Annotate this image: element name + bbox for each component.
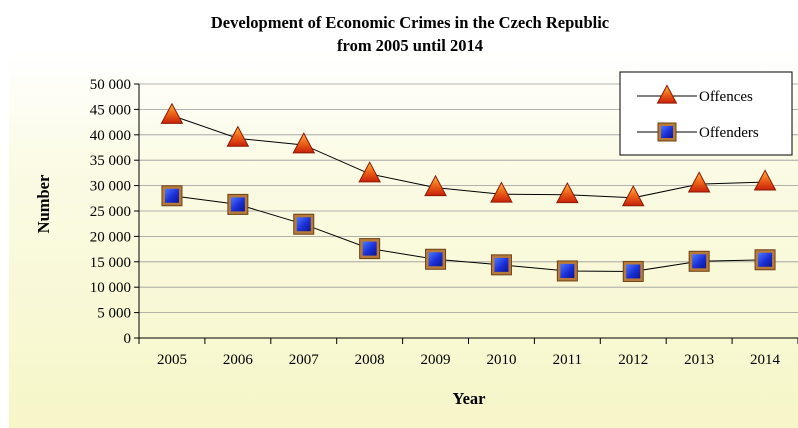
point-offenders-2011 — [556, 260, 578, 282]
y-tick-label-3: 15 000 — [90, 255, 131, 271]
y-tick-label-8: 40 000 — [90, 128, 131, 144]
point-offenders-2006 — [227, 193, 249, 215]
chart-svg: Development of Economic Crimes in the Cz… — [34, 13, 798, 408]
point-offenders-2011-fill — [560, 263, 575, 278]
y-tick-labels: 0 5 000 10 000 15 000 20 000 25 000 30 000 35 0… — [90, 77, 131, 347]
series-line-offences — [171, 115, 766, 199]
point-offenders-2009 — [425, 248, 447, 270]
x-tick-label-2013: 2013 — [684, 352, 714, 368]
x-tick-label-2007: 2007 — [289, 352, 320, 368]
point-offences-2012 — [621, 185, 645, 207]
point-offences-2007 — [292, 132, 316, 154]
point-offenders-2006-fill — [230, 197, 245, 212]
x-tick-label-2009: 2009 — [421, 352, 451, 368]
chart-area: Development of Economic Crimes in the Cz… — [9, 0, 798, 428]
legend-box — [619, 71, 793, 156]
point-offences-2006 — [226, 125, 250, 147]
legend: Offences Offenders — [619, 71, 793, 156]
y-tick-label-6: 30 000 — [90, 179, 131, 195]
series-line-offenders — [171, 195, 766, 272]
point-offences-2005 — [160, 102, 184, 124]
point-offences-2008 — [358, 161, 381, 183]
point-offenders-2014-fill — [758, 252, 773, 267]
point-offences-2010 — [490, 181, 513, 203]
x-tick-label-2008: 2008 — [355, 352, 385, 368]
point-offenders-2010-fill — [494, 257, 509, 272]
point-offenders-2008-fill — [362, 241, 377, 256]
y-tick-label-0: 0 — [124, 331, 132, 347]
point-offenders-2007 — [293, 213, 315, 235]
y-axis-title: Number — [34, 175, 53, 234]
chart-title: Development of Economic Crimes in the Cz… — [211, 13, 609, 32]
x-tick-label-2006: 2006 — [223, 352, 254, 368]
legend-label-offences: Offences — [699, 89, 753, 105]
x-tick-label-2010: 2010 — [486, 352, 516, 368]
y-tick-label-7: 35 000 — [90, 153, 131, 169]
legend-marker-offenders-fill — [661, 126, 673, 138]
y-tick-label-2: 10 000 — [90, 280, 131, 296]
y-tick-label-9: 45 000 — [90, 102, 131, 118]
point-offences-2013 — [687, 171, 711, 193]
point-offences-2009 — [424, 174, 447, 197]
point-offenders-2008 — [359, 238, 381, 260]
axes — [134, 83, 798, 344]
series-layer — [160, 102, 777, 282]
x-axis-title: Year — [453, 389, 486, 408]
x-tick-label-2014: 2014 — [750, 352, 781, 368]
y-tick-label-4: 20 000 — [90, 229, 131, 245]
point-offenders-2012 — [622, 260, 644, 282]
legend-marker-offences — [656, 84, 678, 104]
y-tick-label-10: 50 000 — [90, 77, 131, 93]
y-tick-label-1: 5 000 — [97, 306, 131, 322]
point-offenders-2007-fill — [296, 217, 311, 232]
legend-marker-offenders — [657, 122, 677, 142]
point-offenders-2013-fill — [692, 254, 707, 269]
point-offenders-2012-fill — [626, 264, 641, 279]
point-offenders-2014 — [754, 249, 776, 271]
point-offenders-2005 — [161, 185, 183, 207]
x-tick-label-2011: 2011 — [553, 352, 582, 368]
point-offenders-2009-fill — [428, 252, 443, 267]
y-tick-label-5: 25 000 — [90, 204, 131, 220]
x-tick-label-2012: 2012 — [618, 352, 648, 368]
point-offenders-2013 — [688, 250, 710, 272]
x-tick-label-2005: 2005 — [157, 352, 187, 368]
legend-label-offenders: Offenders — [699, 125, 759, 141]
chart-subtitle: from 2005 until 2014 — [337, 36, 483, 55]
point-offences-2011 — [556, 181, 579, 204]
point-offenders-2005-fill — [164, 188, 179, 203]
point-offenders-2010 — [490, 254, 512, 276]
point-offences-2014 — [753, 169, 777, 191]
x-tick-labels: 2005 2006 2007 2008 2009 2010 2011 2012 2013 2014 — [157, 352, 781, 368]
